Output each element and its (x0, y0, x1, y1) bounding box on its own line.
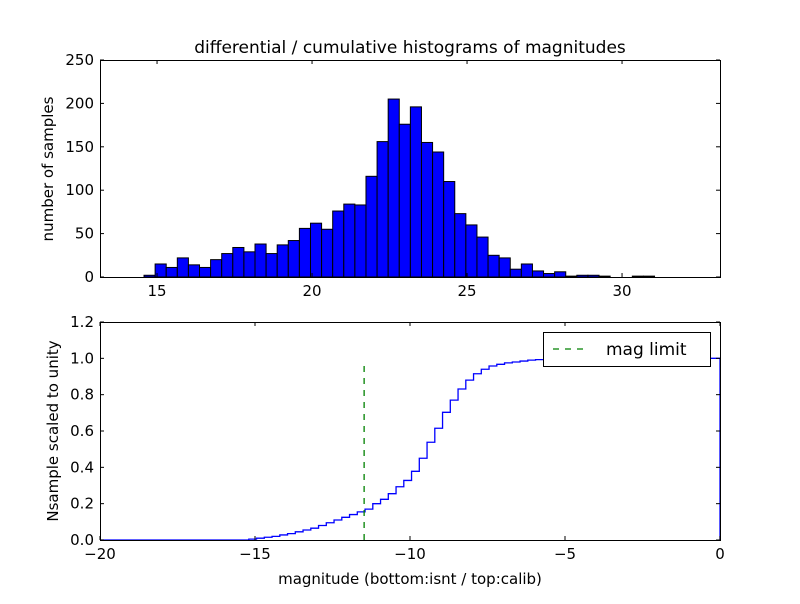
cumulative-plot: −20 −15 −10 −5 0 0.0 0.2 0.4 0.6 0.8 1.0 1.2 (70, 313, 725, 563)
y-tick-label: 150 (65, 138, 94, 156)
histogram-bar (343, 203, 356, 278)
histogram-bar (576, 274, 589, 278)
histogram-bar (199, 266, 212, 278)
x-tick-label: −10 (394, 545, 426, 563)
histogram-bar (543, 273, 556, 278)
x-tick-label: 0 (715, 545, 725, 563)
histogram-bar (287, 240, 300, 278)
histogram-bar (387, 98, 400, 278)
bottom-xlabel: magnitude (bottom:isnt / top:calib) (278, 570, 542, 588)
histogram-bar (642, 275, 656, 278)
histogram-bar (143, 274, 156, 278)
y-tick-label: 200 (65, 94, 94, 112)
histogram-bar (498, 257, 511, 278)
histogram-bar (565, 275, 578, 278)
x-tick-label: −5 (554, 545, 576, 563)
histogram-bar (332, 210, 345, 278)
histogram-bar (276, 244, 289, 278)
histogram-bar (187, 264, 201, 278)
histogram-bar (509, 268, 522, 278)
histogram-bar (298, 227, 311, 278)
histogram-bar (321, 228, 334, 278)
histogram-bar (165, 266, 178, 278)
histogram-bar (598, 275, 611, 278)
y-tick-label: 0.0 (70, 531, 94, 549)
histogram-bar (520, 263, 533, 278)
histogram-bar (476, 236, 489, 278)
y-tick-label: 0.8 (70, 386, 94, 404)
y-tick-label: 100 (65, 181, 94, 199)
y-tick-label: 0.6 (70, 422, 94, 440)
legend: mag limit (543, 332, 711, 367)
histogram-bar (243, 251, 256, 278)
histogram-bar (487, 254, 500, 278)
x-tick-label: 25 (457, 282, 476, 300)
histogram-bar (454, 213, 467, 278)
histogram-bar (354, 204, 367, 278)
legend-label-mag-limit: mag limit (606, 340, 687, 360)
x-tick-label: −20 (84, 545, 116, 563)
axes-frame (100, 60, 721, 278)
histogram-bar (232, 246, 245, 278)
histogram-bar (443, 181, 456, 278)
histogram-bar (309, 222, 323, 278)
cumulative-step-line (100, 357, 721, 541)
histogram-bar (176, 257, 189, 278)
histogram-bar (221, 253, 234, 278)
y-tick-label: 50 (75, 225, 94, 243)
y-tick-label: 1.0 (70, 349, 94, 367)
histogram-bar (587, 274, 600, 278)
histogram-bar (409, 106, 422, 278)
histogram-bar (420, 141, 434, 278)
chart-title: differential / cumulative histograms of … (194, 38, 626, 58)
histogram-bar (432, 151, 445, 278)
y-tick-label: 1.2 (70, 313, 94, 331)
x-tick-label: 30 (612, 282, 631, 300)
legend-box (543, 332, 711, 367)
bottom-ylabel: Nsample scaled to unity (44, 340, 62, 521)
histogram-bar (210, 259, 223, 278)
y-tick-label: 0 (84, 268, 94, 286)
y-tick-label: 250 (65, 51, 94, 69)
y-tick-label: 0.4 (70, 458, 94, 476)
y-tick-label: 0.2 (70, 495, 94, 513)
histogram-bar (554, 271, 567, 278)
histogram-bar (376, 141, 389, 278)
histogram-bar (465, 224, 478, 278)
histogram-bar (265, 253, 278, 278)
top-ylabel: number of samples (39, 96, 57, 241)
histogram-bar (398, 123, 411, 278)
histogram-plot: 15 20 25 30 0 50 100 150 200 250 (65, 51, 721, 300)
histogram-bar (531, 270, 545, 278)
x-tick-label: 15 (147, 282, 166, 300)
histogram-bar (631, 275, 644, 278)
x-tick-label: 20 (302, 282, 321, 300)
histogram-bar (254, 243, 267, 278)
histogram-bar (365, 175, 378, 278)
x-tick-label: −15 (239, 545, 271, 563)
